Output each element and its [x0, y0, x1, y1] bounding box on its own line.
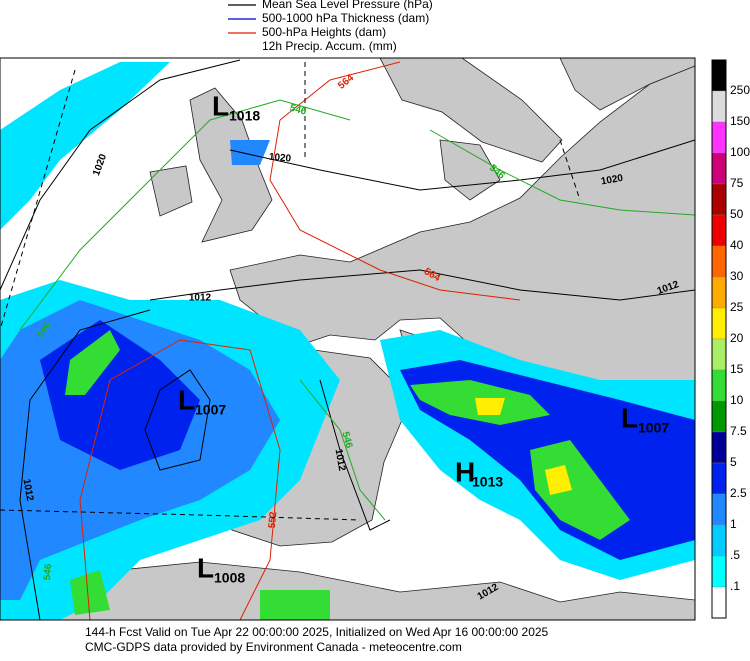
contours	[0, 59, 695, 620]
center-value: 1007	[195, 402, 226, 418]
contour-label: 1020	[268, 152, 292, 165]
footer-text: 144-h Fcst Valid on Tue Apr 22 00:00:00 …	[85, 625, 549, 639]
colorbar-segment	[711, 152, 727, 185]
center-value: 1007	[638, 420, 669, 436]
colorbar-label: 250	[730, 83, 750, 97]
colorbar-label: .5	[730, 548, 740, 562]
center-value: 1013	[472, 474, 503, 490]
colorbar-segment	[711, 338, 727, 371]
colorbar-segment	[711, 90, 727, 123]
colorbar-segment	[711, 586, 727, 619]
colorbar-label: 30	[730, 269, 744, 283]
colorbar-label: 75	[730, 176, 744, 190]
contour-label: 1012	[333, 448, 348, 472]
colorbar-segment	[711, 555, 727, 588]
colorbar-segment	[711, 214, 727, 247]
colorbar-segment	[711, 400, 727, 433]
colorbar-segment	[711, 276, 727, 309]
footer-text: CMC-GDPS data provided by Environment Ca…	[85, 640, 462, 654]
colorbar-segment	[711, 183, 727, 216]
colorbar-label: 7.5	[730, 424, 747, 438]
colorbar-segment	[711, 121, 727, 154]
colorbar-label: 40	[730, 238, 744, 252]
colorbar-label: 150	[730, 114, 750, 128]
colorbar-label: 100	[730, 145, 750, 159]
colorbar-label: 20	[730, 331, 744, 345]
center-letter: L	[178, 384, 195, 415]
colorbar-segment	[711, 431, 727, 464]
contour-label: 546	[42, 563, 54, 581]
colorbar-segment	[711, 369, 727, 402]
colorbar-frame	[711, 59, 727, 619]
colorbar-segment	[711, 493, 727, 526]
colorbar-label: 5	[730, 455, 737, 469]
colorbar-segment	[711, 59, 727, 92]
colorbar-segment	[711, 307, 727, 340]
contour-label: 546	[288, 103, 307, 118]
center-value: 1018	[229, 108, 260, 124]
center-letter: L	[621, 402, 638, 433]
colorbar-segment	[711, 462, 727, 495]
center-letter: H	[455, 456, 475, 487]
legend-label: 500-1000 hPa Thickness (dam)	[262, 11, 429, 25]
contour-label: 1012	[189, 293, 212, 304]
colorbar-segment	[711, 245, 727, 278]
colorbar-segment	[711, 524, 727, 557]
contour-label: 1020	[600, 173, 624, 188]
colorbar-label: .1	[730, 579, 740, 593]
colorbar-label: 50	[730, 207, 744, 221]
legend-label: 12h Precip. Accum. (mm)	[262, 39, 397, 53]
contour-label: 552	[267, 511, 279, 529]
map-frame	[0, 57, 696, 621]
colorbar-label: 1	[730, 517, 737, 531]
colorbar-label: 15	[730, 362, 744, 376]
center-letter: L	[197, 552, 214, 583]
colorbar-label: 2.5	[730, 486, 747, 500]
center-value: 1008	[214, 570, 245, 586]
legend-label: 500-hPa Heights (dam)	[262, 25, 386, 39]
contour-label: 1012	[21, 478, 36, 502]
legend-label: Mean Sea Level Pressure (hPa)	[262, 0, 433, 11]
contour-label: 546	[339, 431, 354, 450]
colorbar-label: 10	[730, 393, 744, 407]
center-letter: L	[212, 90, 229, 121]
colorbar-label: 25	[730, 300, 744, 314]
